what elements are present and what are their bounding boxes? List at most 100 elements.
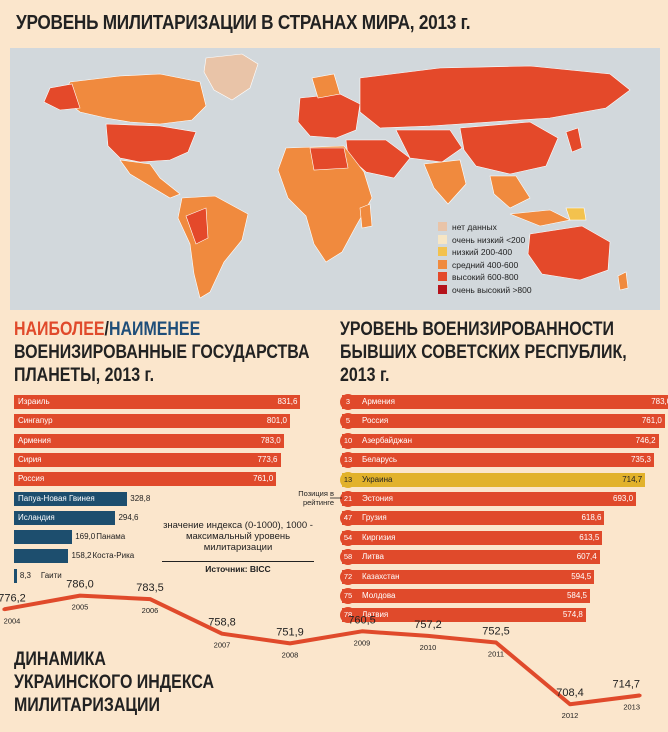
data-label: 757,2 bbox=[414, 619, 442, 631]
rank-badge: 72 bbox=[340, 568, 356, 585]
legend-item: очень низкий <200 bbox=[438, 234, 525, 245]
bar: Сирия 773,6 bbox=[14, 452, 281, 467]
legend-swatch bbox=[438, 234, 447, 244]
legend-label: средний 400-600 bbox=[452, 259, 519, 270]
position-pointer bbox=[330, 497, 342, 499]
data-point bbox=[638, 693, 642, 698]
title-most: НАИБОЛЕЕ bbox=[14, 319, 105, 340]
bar: Беларусь 735,3 bbox=[342, 453, 654, 468]
bar-value-label: 169,0 bbox=[75, 532, 96, 542]
bar: Армения 783,0 bbox=[14, 433, 284, 448]
map-north-africa bbox=[309, 147, 349, 171]
bar-category-label: Эстония bbox=[362, 494, 393, 503]
data-point bbox=[2, 607, 6, 611]
data-point bbox=[426, 634, 430, 638]
bar: Казахстан 594,5 bbox=[342, 569, 595, 584]
data-label: 776,2 bbox=[0, 592, 26, 604]
legend-item: средний 400-600 bbox=[438, 259, 519, 270]
data-label: 708,4 bbox=[556, 687, 584, 699]
bar: Россия 761,0 bbox=[14, 472, 277, 487]
bar bbox=[14, 530, 73, 545]
data-point bbox=[78, 594, 82, 598]
data-label: 758,8 bbox=[208, 617, 236, 629]
bar-category-label: Сингапур bbox=[18, 416, 53, 426]
title-line-2: ВОЕНИЗИРОВАННЫЕ ГОСУДАРСТВА bbox=[14, 342, 310, 363]
bar: Латвия 574,8 bbox=[342, 608, 586, 623]
bar-category-label: Киргизия bbox=[362, 532, 396, 542]
map-europe bbox=[297, 93, 361, 139]
bar-value-label: 607,4 bbox=[576, 552, 597, 562]
note-divider bbox=[162, 561, 314, 562]
year-label: 2006 bbox=[142, 606, 159, 615]
rank-badge: 5 bbox=[340, 413, 356, 430]
data-point bbox=[568, 702, 572, 706]
bar: Грузия 618,6 bbox=[342, 511, 605, 526]
map-legend: нет данных очень низкий <200 низкий 200-… bbox=[438, 222, 578, 302]
soviet-bar-chart: Армения 783,0 3 Россия 761,0 5 Азербайджан 746,… bbox=[340, 394, 668, 624]
dynamics-title: ДИНАМИКА УКРАИНСКОГО ИНДЕКСА МИЛИТАРИЗАЦ… bbox=[14, 648, 214, 717]
bar: Украина 714,7 bbox=[342, 472, 646, 487]
index-note: значение индекса (0-1000), 1000 - максим… bbox=[163, 520, 313, 553]
bar-category-label: Беларусь bbox=[362, 455, 397, 465]
data-label: 786,0 bbox=[66, 580, 94, 591]
ranking-title: НАИБОЛЕЕ/НАИМЕНЕЕ ВОЕНИЗИРОВАННЫЕ ГОСУДА… bbox=[14, 318, 309, 387]
bar-category-label: Латвия bbox=[362, 610, 389, 620]
bar: Азербайджан 746,2 bbox=[342, 433, 659, 448]
bar-category-label: Панама bbox=[96, 532, 126, 542]
legend-label: очень высокий >800 bbox=[452, 284, 532, 295]
map-russia bbox=[359, 65, 631, 129]
bar: Сингапур 801,0 bbox=[14, 414, 290, 429]
bar-value-label: 761,0 bbox=[253, 474, 274, 484]
bar-value-label: 746,2 bbox=[635, 435, 656, 445]
map-greenland bbox=[203, 53, 259, 101]
data-point bbox=[220, 632, 224, 636]
map-madagascar bbox=[359, 203, 373, 229]
map-papua bbox=[565, 207, 587, 221]
map-africa bbox=[277, 145, 373, 263]
data-label: 760,5 bbox=[348, 614, 376, 626]
year-label: 2008 bbox=[282, 650, 299, 659]
title-line-3: МИЛИТАРИЗАЦИИ bbox=[14, 695, 160, 716]
legend-item: высокий 600-800 bbox=[438, 272, 518, 282]
bar-category-label: Исландия bbox=[18, 512, 55, 522]
bar: Киргизия 613,5 bbox=[342, 530, 603, 545]
bar: Молдова 584,5 bbox=[342, 589, 590, 603]
bar-value-label: 618,6 bbox=[581, 513, 602, 523]
bar-category-label: Молдова bbox=[362, 591, 396, 600]
rank-badge: 13 bbox=[340, 452, 356, 469]
title-line-2: БЫВШИХ СОВЕТСКИХ РЕСПУБЛИК, bbox=[340, 342, 627, 363]
bar-category-label: Литва bbox=[362, 552, 384, 562]
rank-badge: 3 bbox=[340, 394, 356, 410]
bar-value-label: 584,5 bbox=[566, 591, 587, 600]
title-line-1: УРОВЕНЬ ВОЕНИЗИРОВАННОСТИ bbox=[340, 319, 614, 340]
year-label: 2013 bbox=[623, 702, 640, 711]
bar-value-label: 294,6 bbox=[118, 512, 139, 522]
bar-value-label: 783,0 bbox=[260, 435, 281, 445]
bar-category-label: Армения bbox=[18, 435, 51, 445]
bar-category-label: Грузия bbox=[362, 513, 387, 523]
bar-category-label: Казахстан bbox=[362, 571, 400, 581]
rank-badge: 75 bbox=[340, 588, 356, 604]
bar-value-label: 613,5 bbox=[579, 532, 600, 542]
title-least: НАИМЕНЕЕ bbox=[108, 319, 201, 340]
bar-value-label: 8,3 bbox=[19, 570, 31, 580]
bar-value-label: 158,2 bbox=[71, 551, 92, 561]
year-label: 2007 bbox=[214, 641, 231, 650]
legend-item: низкий 200-400 bbox=[438, 247, 512, 257]
legend-swatch bbox=[438, 247, 447, 256]
bar-value-label: 693,0 bbox=[613, 494, 634, 503]
series-line bbox=[3, 593, 641, 707]
rank-badge: 13 bbox=[340, 471, 356, 488]
bar: Литва 607,4 bbox=[342, 550, 600, 565]
map-australia bbox=[527, 225, 611, 281]
data-point bbox=[148, 597, 152, 601]
legend-label: нет данных bbox=[452, 222, 497, 232]
legend-item: очень высокий >800 bbox=[438, 284, 532, 295]
bar-category-label: Сирия bbox=[18, 454, 42, 464]
map-southeast-asia bbox=[489, 175, 531, 209]
bar: Израиль 831,6 bbox=[14, 395, 301, 409]
map-india bbox=[423, 159, 467, 205]
ranking-bar-chart: Израиль 831,6 Сингапур 801,0 Армения 783,0 Сир… bbox=[14, 395, 301, 583]
legend-label: низкий 200-400 bbox=[452, 247, 513, 257]
year-label: 2011 bbox=[488, 650, 504, 659]
